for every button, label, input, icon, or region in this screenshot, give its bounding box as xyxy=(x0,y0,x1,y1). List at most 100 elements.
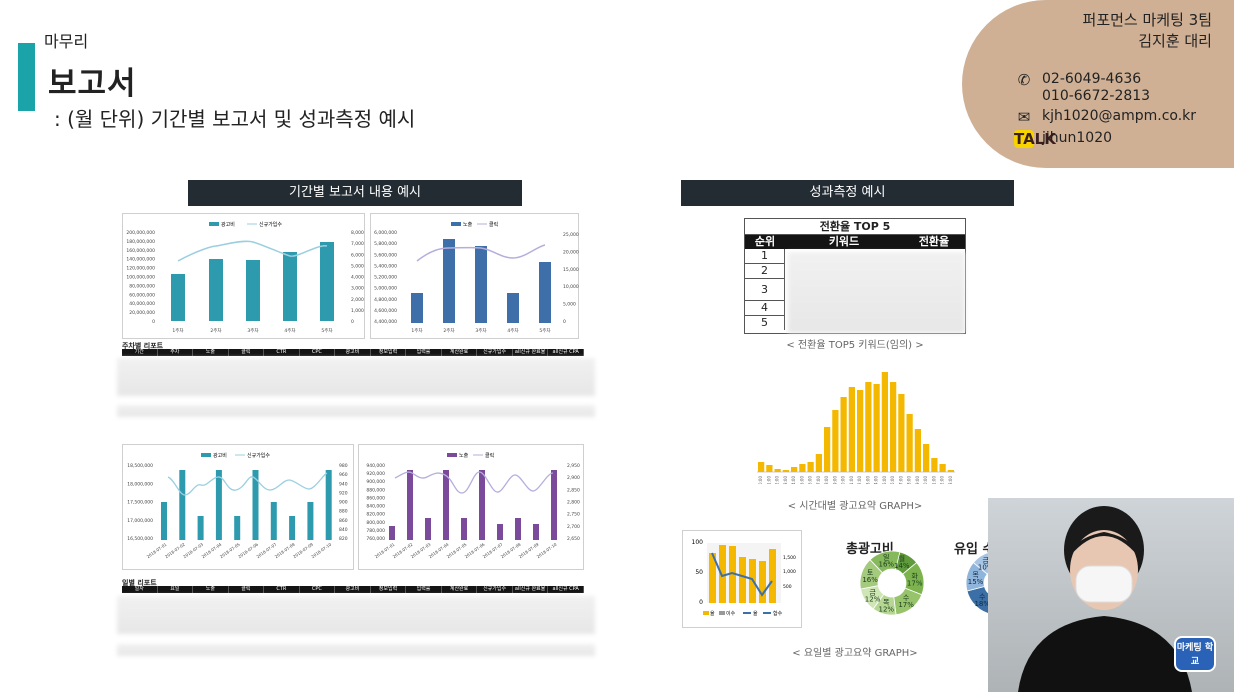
weekly-report-total-blurred xyxy=(117,405,595,417)
axis-tick-label: 920 xyxy=(339,490,348,496)
weekday-bar-4 xyxy=(739,557,746,603)
table-header-cell: 광고비 xyxy=(335,349,371,356)
axis-tick-label: 6,000,000 xyxy=(374,230,397,236)
donut-label-day: 목 xyxy=(972,571,979,579)
legend-impressions: 노출 xyxy=(463,221,473,228)
right-section-banner: 성과측정 예시 xyxy=(681,180,1014,206)
donut-spend-ring xyxy=(859,550,925,616)
hourly-tick-label: 11:00 xyxy=(849,476,854,484)
hourly-bar xyxy=(807,462,814,472)
axis-tick-label: 800,000 xyxy=(366,520,385,526)
hourly-bar xyxy=(881,372,888,472)
axis-tick-label: 100,000,000 xyxy=(126,275,155,281)
top5-rank-4: 4 xyxy=(745,301,785,316)
axis-tick-label: 860 xyxy=(339,518,348,524)
weekday-legend-swatch-1 xyxy=(703,611,709,615)
axis-tick-label: 120,000,000 xyxy=(126,266,155,272)
weekday-line xyxy=(711,552,773,597)
hourly-bar xyxy=(947,470,954,472)
donut-label-pct: 12% xyxy=(865,595,881,603)
x-axis-ticks: 2018-07-012018-07-022018-07-032018-07-04… xyxy=(146,541,333,559)
axis-tick-label: 5,000 xyxy=(351,263,364,269)
hourly-tick-label: 2:00 xyxy=(775,476,780,484)
daily-spend-chart-svg: 광고비 신규가입수 18,500,000 18,000,000 17,500,000… xyxy=(127,452,348,559)
hourly-bar xyxy=(799,464,806,472)
donut-label-pct: 16% xyxy=(878,561,894,569)
top5-header-rank: 순위 xyxy=(754,235,776,248)
hourly-tick-label: 15:00 xyxy=(882,476,887,484)
axis-tick-label: 2018-07-10 xyxy=(536,541,558,559)
axis-tick-label: 0 xyxy=(351,319,354,325)
top5-rank-1: 1 xyxy=(745,249,785,264)
daily-spend-chart: 광고비 신규가입수 18,500,000 18,000,000 17,500,000… xyxy=(122,444,354,570)
hourly-bar xyxy=(832,410,839,472)
axis-tick-label: 2,000 xyxy=(351,297,364,303)
phone-icon: ✆ xyxy=(1017,71,1031,89)
table-header-cell: all신규 CPA xyxy=(548,586,584,593)
donut-visits-title: 유입 수 xyxy=(954,542,995,557)
daily-bar xyxy=(234,516,241,540)
y-axis-ticks: 200,000,000 180,000,000 160,000,000 140,000… xyxy=(126,230,155,325)
hourly-tick-label: 8:00 xyxy=(824,476,829,484)
weekday-y2tick-500: 500 xyxy=(783,584,792,590)
axis-tick-label: 8,000 xyxy=(351,230,364,236)
y-axis-ticks: 18,500,000 18,000,000 17,500,000 17,000,000… xyxy=(127,463,153,542)
presenter-silhouette xyxy=(1018,506,1192,692)
hourly-bar xyxy=(865,382,872,472)
daily-bar xyxy=(425,518,431,540)
axis-tick-label: 2,850 xyxy=(567,487,580,493)
hourly-tick-label: 17:00 xyxy=(898,476,903,484)
hourly-bar xyxy=(774,469,781,472)
axis-tick-label: 60,000,000 xyxy=(129,292,155,298)
x-axis-ticks: 1주차 2주차 3주차 4주차 5주차 xyxy=(172,327,333,334)
contact-email[interactable]: kjh1020@ampm.co.kr xyxy=(1042,108,1197,124)
marketing-school-badge: 마케팅 학교 xyxy=(1174,636,1216,672)
weekly-spend-chart: 광고비 신규가입수 200,000,000 180,000,000 160,000,… xyxy=(122,213,365,339)
axis-tick-label: 820,000 xyxy=(366,512,385,518)
presenter-fringe xyxy=(1070,532,1138,556)
table-header-cell: CTR xyxy=(264,586,300,593)
axis-tick-label: 4,800,000 xyxy=(374,297,397,303)
legend-swatch-impressions xyxy=(447,453,457,457)
weekday-y2tick-1000: 1,000 xyxy=(783,569,796,575)
axis-tick-label: 7,000 xyxy=(351,241,364,247)
legend-impressions: 노출 xyxy=(459,452,469,459)
axis-tick-label: 20,000,000 xyxy=(129,310,155,316)
table-header-cell: 주차 xyxy=(158,349,194,356)
hourly-bar xyxy=(923,444,930,472)
daily-bar xyxy=(215,470,222,540)
axis-tick-label: 5,000 xyxy=(563,302,576,308)
y2-axis-ticks: 8,000 7,000 6,000 5,000 4,000 3,000 2,000 1,000… xyxy=(351,230,364,325)
axis-tick-label: 1주차 xyxy=(172,327,184,334)
y2-axis-ticks: 2,950 2,900 2,850 2,800 2,750 2,700 2,650 xyxy=(567,463,580,542)
daily-bar xyxy=(289,516,296,540)
legend-spend: 광고비 xyxy=(213,452,227,459)
daily-bar xyxy=(407,470,413,540)
table-header-cell: 정보입력 xyxy=(371,586,407,593)
daily-bar xyxy=(461,518,467,540)
hourly-tick-label: 23:00 xyxy=(948,476,953,484)
axis-tick-label: 5주차 xyxy=(321,327,333,334)
signup-line xyxy=(177,240,328,262)
axis-tick-label: 4주차 xyxy=(507,327,519,334)
donut-label-pct: 15% xyxy=(968,578,984,586)
donut-label-pct: 16% xyxy=(862,576,878,584)
axis-tick-label: 140,000,000 xyxy=(126,257,155,263)
weekday-combo-chart: 100 50 0 1,500 1,000 500 율 이수 율 xyxy=(682,530,802,628)
hourly-tick-label: 3:00 xyxy=(783,476,788,484)
weekday-ytick-0: 0 xyxy=(699,599,703,606)
contact-phone-row: ✆ 02-6049-4636 010-6672-2813 xyxy=(1014,71,1150,105)
axis-tick-label: 760,000 xyxy=(366,536,385,542)
hourly-bar xyxy=(898,394,905,472)
axis-tick-label: 2,900 xyxy=(567,475,580,481)
weekday-legend-2: 이수 xyxy=(726,610,736,617)
axis-tick-label: 5,200,000 xyxy=(374,275,397,281)
top5-rank-2: 2 xyxy=(745,264,785,279)
hourly-tick-label: 22:00 xyxy=(940,476,945,484)
weekly-report-rows-blurred xyxy=(117,358,595,396)
hourly-bar xyxy=(766,465,773,472)
hourly-tick-label: 7:00 xyxy=(816,476,821,484)
axis-tick-label: 980 xyxy=(339,463,348,469)
hourly-tick-label: 14:00 xyxy=(874,476,879,484)
hourly-tick-label: 12:00 xyxy=(857,476,862,484)
